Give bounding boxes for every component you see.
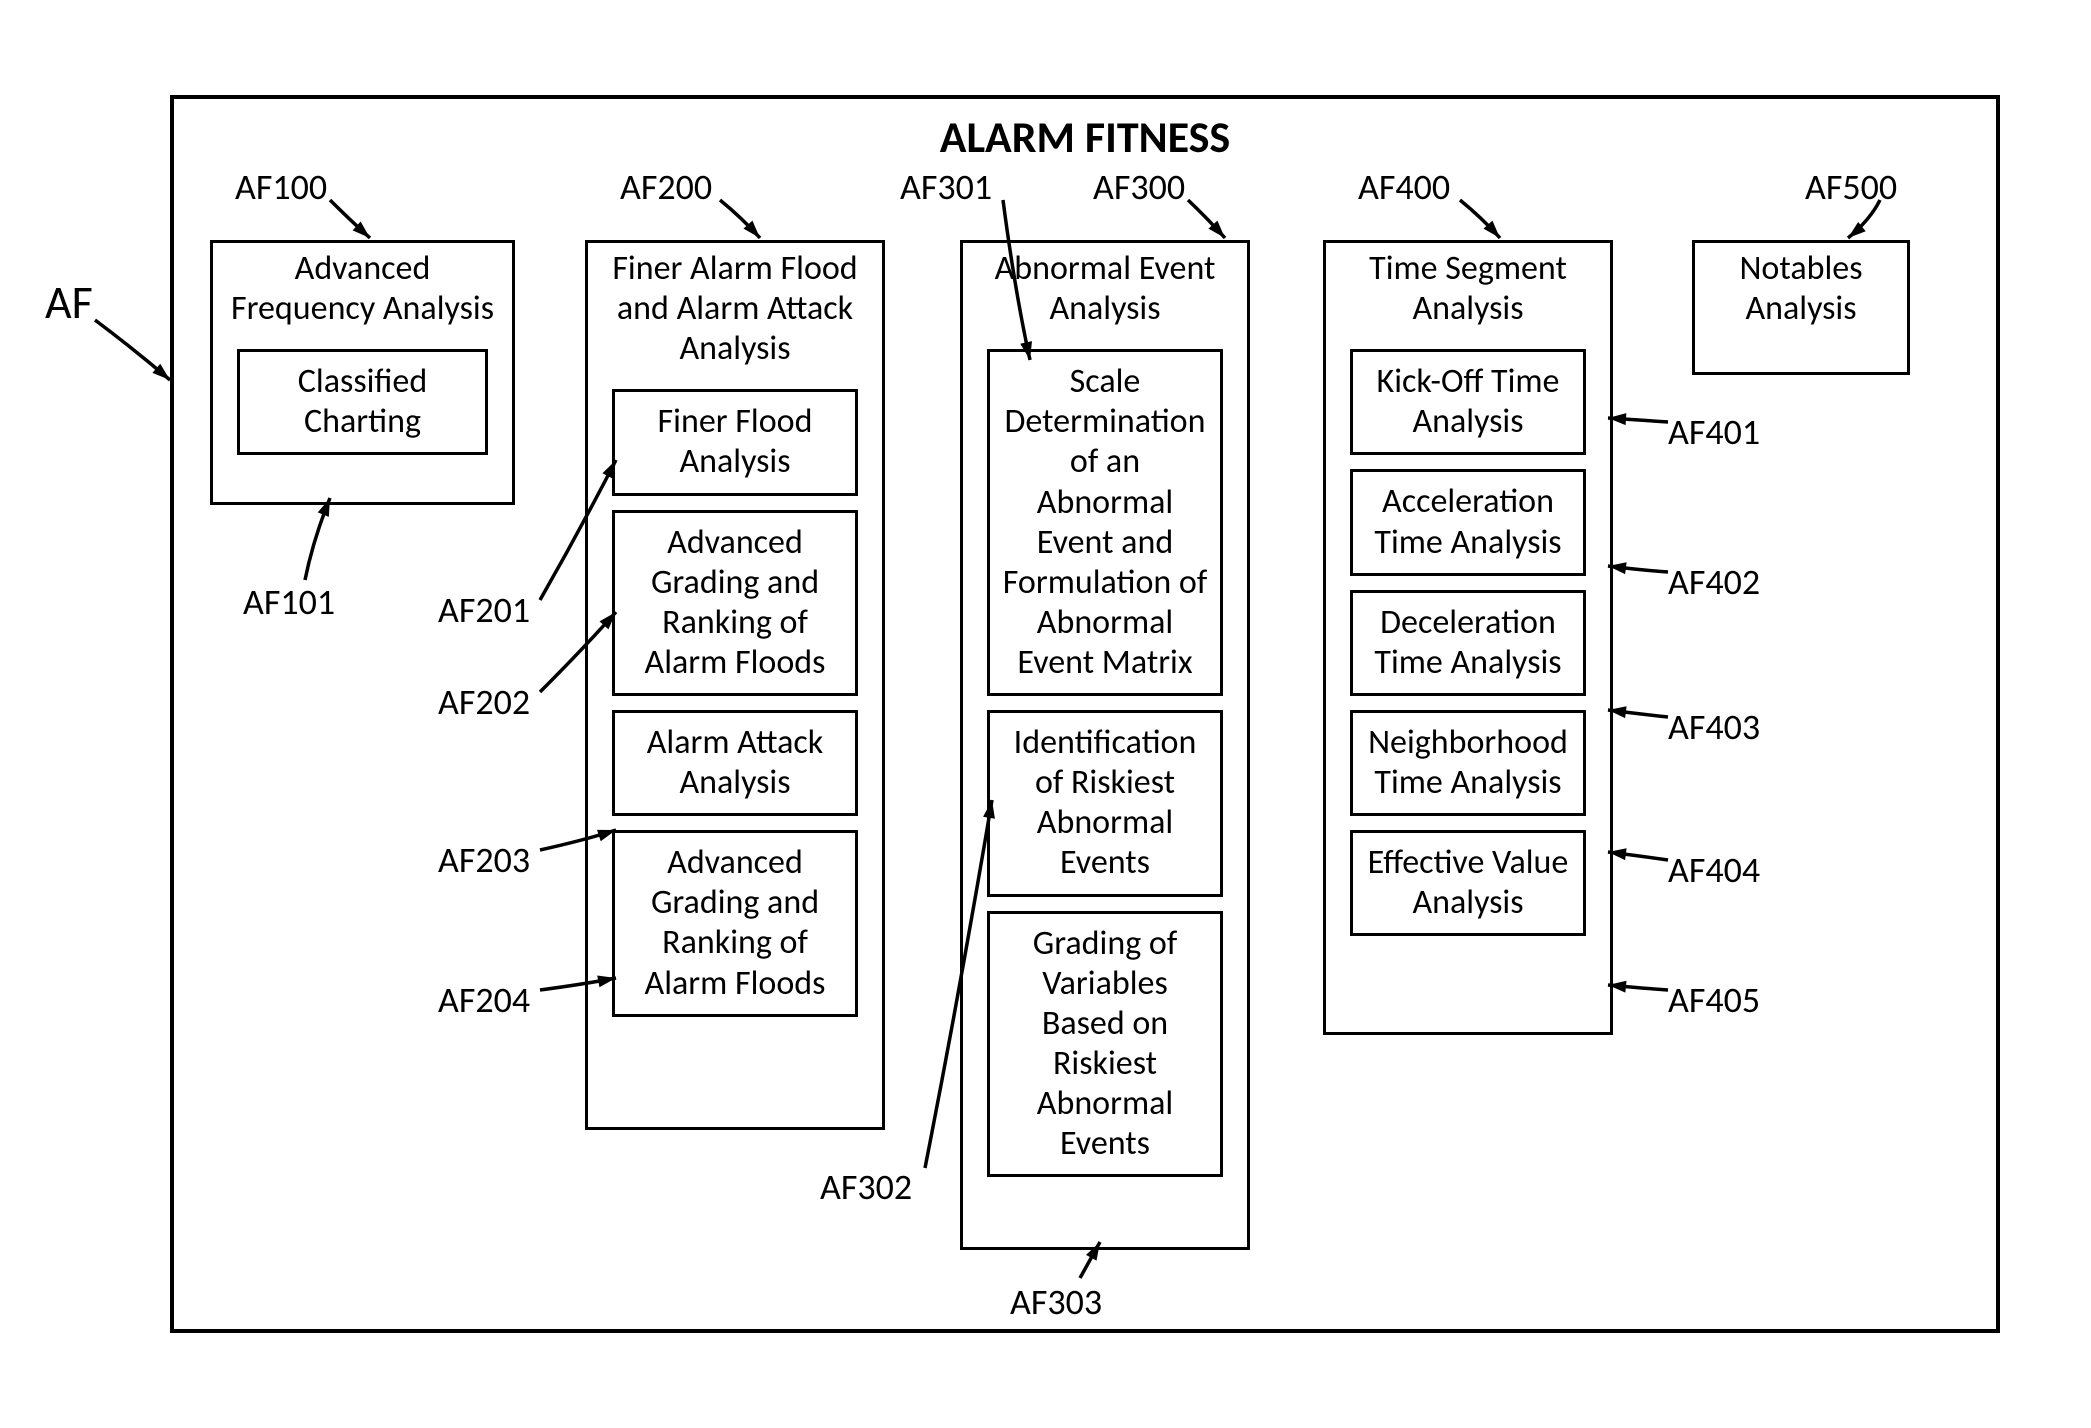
cell-AF301: Scale Determination of an Abnormal Event… (987, 349, 1223, 696)
diagram-title: ALARM FITNESS (170, 110, 2000, 164)
column-title: Finer Alarm Flood and Alarm Attack Analy… (588, 243, 882, 375)
callout-C303: AF303 (1010, 1280, 1102, 1324)
callout-C401: AF401 (1668, 410, 1760, 454)
callout-C200: AF200 (620, 165, 712, 209)
column-AF300: Abnormal Event Analysis Scale Determinati… (960, 240, 1250, 1250)
callout-C101: AF101 (243, 580, 335, 624)
column-AF500: Notables Analysis (1692, 240, 1910, 375)
cell-AF202: Advanced Grading and Ranking of Alarm Fl… (612, 510, 858, 696)
column-AF100: Advanced Frequency Analysis Classified Ch… (210, 240, 515, 505)
cell-AF405: Effective Value Analysis (1350, 830, 1586, 936)
arrow-head-icon (152, 364, 170, 380)
callout-C300: AF300 (1093, 165, 1185, 209)
cell-AF403: Deceleration Time Analysis (1350, 590, 1586, 696)
cell-AF401: Kick-Off Time Analysis (1350, 349, 1586, 455)
cell-AF204: Advanced Grading and Ranking of Alarm Fl… (612, 830, 858, 1016)
cell-AF201: Finer Flood Analysis (612, 389, 858, 495)
callout-C202: AF202 (438, 680, 530, 724)
callout-C402: AF402 (1668, 560, 1760, 604)
cell-AF203: Alarm Attack Analysis (612, 710, 858, 816)
column-AF400: Time Segment Analysis Kick-Off Time Analy… (1323, 240, 1613, 1035)
callout-C404: AF404 (1668, 848, 1760, 892)
cell-AF402: Acceleration Time Analysis (1350, 469, 1586, 575)
cell-AF101: Classified Charting (237, 349, 488, 455)
column-title: Abnormal Event Analysis (963, 243, 1247, 335)
cell-AF303: Grading of Variables Based on Riskiest A… (987, 911, 1223, 1178)
callout-C403: AF403 (1668, 705, 1760, 749)
column-AF200: Finer Alarm Flood and Alarm Attack Analy… (585, 240, 885, 1130)
callout-C405: AF405 (1668, 978, 1760, 1022)
column-title: Time Segment Analysis (1326, 243, 1610, 335)
callout-C301: AF301 (900, 165, 992, 209)
callout-C204: AF204 (438, 978, 530, 1022)
callout-AF: AF (45, 275, 93, 331)
arrow-line (95, 320, 170, 380)
callout-C201: AF201 (438, 588, 530, 632)
callout-C203: AF203 (438, 838, 530, 882)
callout-C302: AF302 (820, 1165, 912, 1209)
cell-AF302: Identification of Riskiest Abnormal Even… (987, 710, 1223, 896)
callout-C100: AF100 (235, 165, 327, 209)
cell-AF404: Neighborhood Time Analysis (1350, 710, 1586, 816)
column-title: Advanced Frequency Analysis (213, 243, 512, 335)
callout-C500: AF500 (1805, 165, 1897, 209)
callout-C400: AF400 (1358, 165, 1450, 209)
column-title: Notables Analysis (1695, 243, 1907, 335)
